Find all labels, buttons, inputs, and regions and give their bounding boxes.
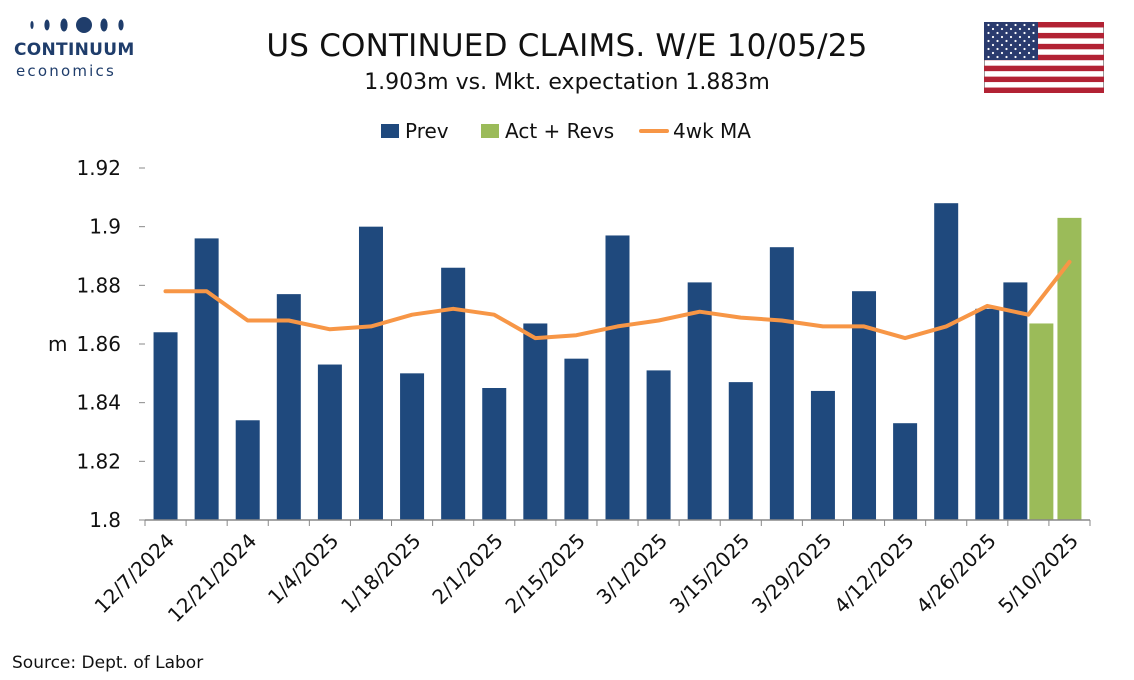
bar-act-revs	[1057, 217, 1082, 520]
logo-dots-icon	[30, 17, 124, 33]
bar-prev	[769, 247, 794, 520]
x-tick-label: 2/1/2025	[427, 529, 507, 609]
y-tick-label: 1.88	[76, 273, 121, 297]
bar-prev	[153, 332, 178, 520]
bar-prev	[810, 390, 835, 520]
bar-prev	[235, 420, 260, 520]
x-tick-label: 5/10/2025	[993, 529, 1082, 618]
bar-prev	[276, 294, 301, 520]
y-tick-label: 1.84	[76, 391, 121, 415]
bar-prev	[482, 388, 507, 520]
x-tick-label: 3/15/2025	[665, 529, 754, 618]
chart-subtitle: 1.903m vs. Mkt. expectation 1.883m	[364, 70, 770, 95]
x-tick-label: 3/1/2025	[592, 529, 672, 609]
x-tick-label: 4/26/2025	[911, 529, 1000, 618]
bar-prev	[605, 235, 630, 520]
y-tick-label: 1.9	[89, 215, 121, 239]
bar-prev	[400, 373, 425, 520]
chart-title: US CONTINUED CLAIMS. W/E 10/05/25	[266, 28, 868, 64]
bar-act-revs	[1029, 323, 1054, 520]
logo-subtitle: economics	[16, 62, 116, 80]
legend-swatch	[481, 124, 499, 138]
y-tick-label: 1.92	[76, 156, 121, 180]
bar-prev	[523, 323, 548, 520]
legend-label: 4wk MA	[673, 119, 751, 143]
us-flag-icon	[984, 22, 1104, 93]
bar-prev	[893, 423, 918, 520]
x-tick-label: 1/18/2025	[336, 529, 425, 618]
x-tick-label: 12/7/2024	[90, 529, 179, 618]
y-tick-label: 1.86	[76, 332, 121, 356]
legend-label: Prev	[405, 119, 449, 143]
bar-prev	[646, 370, 671, 520]
bar-prev	[441, 267, 466, 520]
x-tick-label: 2/15/2025	[500, 529, 589, 618]
x-tick-label: 12/21/2024	[163, 529, 261, 627]
source-note: Source: Dept. of Labor	[12, 653, 204, 673]
bar-prev	[1003, 282, 1028, 520]
x-tick-label: 3/29/2025	[747, 529, 836, 618]
logo-name: CONTINUUM	[14, 40, 135, 60]
bar-prev	[687, 282, 712, 520]
bar-prev	[728, 382, 753, 520]
y-tick-label: 1.8	[89, 508, 121, 532]
x-tick-label: 1/4/2025	[263, 529, 343, 609]
y-tick-label: 1.82	[76, 449, 121, 473]
bar-prev	[358, 226, 383, 520]
continuum-logo: CONTINUUM economics	[12, 14, 137, 84]
bar-prev	[564, 358, 589, 520]
bar-prev	[194, 238, 219, 520]
bar-prev	[934, 203, 959, 520]
line-4wk-ma	[163, 259, 1072, 341]
x-tick-label: 4/12/2025	[829, 529, 918, 618]
y-axis-label: m	[48, 332, 67, 356]
legend-swatch	[381, 124, 399, 138]
bar-prev	[975, 308, 1000, 520]
legend-label: Act + Revs	[505, 119, 614, 143]
bar-prev	[317, 364, 342, 520]
